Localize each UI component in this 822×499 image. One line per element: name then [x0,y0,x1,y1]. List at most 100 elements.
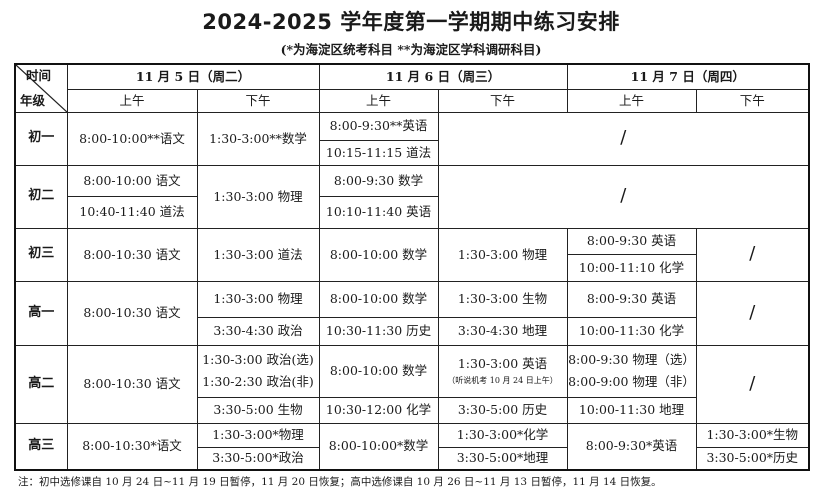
cell-text-line: 初一 [28,130,55,146]
cell-text-line: 8:00-9:30*英语 [585,438,678,454]
no-exam-cell: / [695,227,810,282]
cell-text-line: 8:00-10:00*数学 [328,438,429,454]
exam-cell: 1:30-3:00 生物 [437,280,568,318]
half-day-header: 下午 [695,88,810,113]
cell-text-line: 1:30-3:00 英语 [457,356,548,372]
cell-text-line: 8:00-9:30 数学 [333,172,424,188]
cell-text-line: （听说机考 10 月 24 日上午） [447,375,558,385]
cell-text-line: 8:00-9:30 物理（选） [568,352,695,368]
cell-text-line: 8:00-9:00 物理（非） [568,374,695,389]
exam-cell: 3:30-5:00 历史 [437,396,568,424]
table-row: 高一 8:00-10:30 语文 1:30-3:00 物理 8:00-10:00 数学… [14,280,810,346]
cell-text-line: 3:30-4:30 地理 [457,323,548,339]
exam-cell: 1:30-3:00 物理 [196,280,320,318]
cell-text-line: 1:30-3:00**数学 [209,130,307,146]
cell-text-line: 高三 [28,438,55,454]
exam-cell: 8:00-9:30 数学 [318,164,439,197]
exam-cell: 8:00-9:30 英语 [566,280,697,318]
slash-mark: / [620,185,627,207]
no-exam-cell: / [437,111,810,166]
cell-text-line: 10:00-11:10 化学 [578,259,685,275]
exam-cell: 1:30-3:00 道法 [196,227,320,282]
day-header: 11 月 5 日（周二） [66,63,320,90]
corner-time-label: 时间 [26,68,52,83]
cell-text-line: 3:30-5:00*地理 [456,450,549,466]
cell-text-line: 10:40-11:40 道法 [79,204,185,220]
cell-text-line: 1:30-3:00*化学 [456,427,549,443]
cell-text-line: 8:00-10:00 数学 [329,246,428,262]
exam-cell: 10:00-11:30 化学 [566,316,697,346]
exam-cell: 1:30-3:00**数学 [196,111,320,166]
cell-text-line: 1:30-3:00*生物 [706,427,799,443]
document-subtitle: (*为海淀区统考科目 **为海淀区学科调研科目) [280,42,542,57]
schedule-table: 时间 年级 11 月 5 日（周二） 11 月 6 日（周三） 11 月 7 日… [14,63,810,471]
exam-cell: 8:00-9:30 英语 [566,227,697,255]
no-exam-cell: / [695,344,810,424]
cell-text-line: 10:10-11:40 英语 [325,204,432,220]
cell-text-line: 1:30-3:00*物理 [212,427,304,443]
cell-text-line: 1:30-2:30 政治(非) [202,374,314,389]
cell-text-line: 3:30-5:00*政治 [212,450,304,466]
exam-cell: 1:30-3:00*物理 [196,422,320,448]
exam-cell: 8:00-10:00 数学 [318,227,439,282]
cell-text-line: 高一 [28,304,55,320]
day-header: 11 月 6 日（周三） [318,63,568,90]
footnote: 注：初中选修课自 10 月 24 日~11 月 19 日暂停，11 月 20 日… [18,476,662,488]
table-row: 高三 8:00-10:30*语文 1:30-3:00*物理 8:00-10:00*数学… [14,422,810,471]
cell-text-line: 3:30-4:30 政治 [213,323,303,339]
corner-grade-label: 年级 [20,92,46,108]
cell-text-line: 8:00-10:30 语文 [83,376,181,392]
exam-cell: 1:30-3:00 物理 [437,227,568,282]
corner-header-cell: 时间 年级 [14,63,68,113]
schedule-body: 初一 8:00-10:00**语文 1:30-3:00**数学 8:00-9:30**… [14,111,810,471]
cell-text-line: 8:00-10:30 语文 [83,246,181,262]
cell-text-line: 3:30-5:00 生物 [213,402,303,418]
exam-cell: 10:00-11:30 地理 [566,396,697,424]
half-day-header: 上午 [318,88,439,113]
exam-cell: 1:30-3:00*生物 [695,422,810,448]
exam-cell: 3:30-5:00*地理 [437,446,568,471]
slash-mark: / [749,243,756,265]
table-row: 初一 8:00-10:00**语文 1:30-3:00**数学 8:00-9:30**… [14,111,810,166]
table-row: 10:15-11:15 道法 [15,139,809,166]
slash-mark: / [749,372,756,394]
exam-cell: 8:00-10:00 数学 [318,280,439,318]
cell-text-line: 8:00-9:30 英语 [586,233,677,249]
grade-label-cell: 高三 [14,422,68,471]
cell-text-line: 1:30-3:00 物理 [457,246,548,262]
exam-cell: 10:30-12:00 化学 [318,396,439,424]
cell-text-line: 1:30-3:00 道法 [213,246,303,262]
table-row: 3:30-5:00 生物 10:30-12:00 化学 3:30-5:00 历史 10… [15,396,809,424]
exam-cell: 8:00-10:30 语文 [66,227,198,282]
exam-cell: 3:30-4:30 地理 [437,316,568,346]
half-day-header: 上午 [566,88,697,113]
cell-text-line: 高二 [28,375,55,391]
exam-cell: 10:15-11:15 道法 [318,139,439,166]
exam-cell: 1:30-3:00 物理 [196,164,320,229]
exam-cell: 8:00-10:30 语文 [66,280,198,346]
header-row-halves: 上午 下午 上午 下午 上午 下午 [15,88,810,113]
half-day-header: 上午 [66,88,198,113]
cell-text-line: 8:00-10:30*语文 [82,438,182,454]
exam-cell: 8:00-10:00**语文 [66,111,198,166]
exam-cell: 1:30-3:00 政治(选) 1:30-2:30 政治(非) [196,344,320,398]
table-row: 高二 8:00-10:30 语文 1:30-3:00 政治(选) 1:30-2:30 … [14,344,810,424]
grade-label-cell: 初三 [14,227,68,282]
exam-cell: 8:00-10:00 语文 [66,164,198,197]
grade-label-cell: 初一 [14,111,68,166]
cell-text-line: 8:00-9:30**英语 [329,118,428,134]
exam-cell: 10:10-11:40 英语 [318,195,439,229]
cell-text-line: 1:30-3:00 生物 [457,291,548,307]
cell-text-line: 8:00-10:00 语文 [83,172,181,188]
grade-label-cell: 初二 [14,164,68,229]
exam-cell: 8:00-10:00*数学 [318,422,439,471]
exam-cell: 10:00-11:10 化学 [566,253,697,282]
header-row-days: 时间 年级 11 月 5 日（周二） 11 月 6 日（周三） 11 月 7 日… [14,63,810,113]
half-day-header: 下午 [196,88,320,113]
cell-text-line: 10:00-11:30 地理 [578,402,685,418]
cell-text-line: 8:00-9:30 英语 [586,291,677,307]
exam-cell: 3:30-4:30 政治 [196,316,320,346]
exam-cell: 3:30-5:00 生物 [196,396,320,424]
exam-cell: 8:00-9:30*英语 [566,422,697,471]
no-exam-cell: / [437,164,810,229]
